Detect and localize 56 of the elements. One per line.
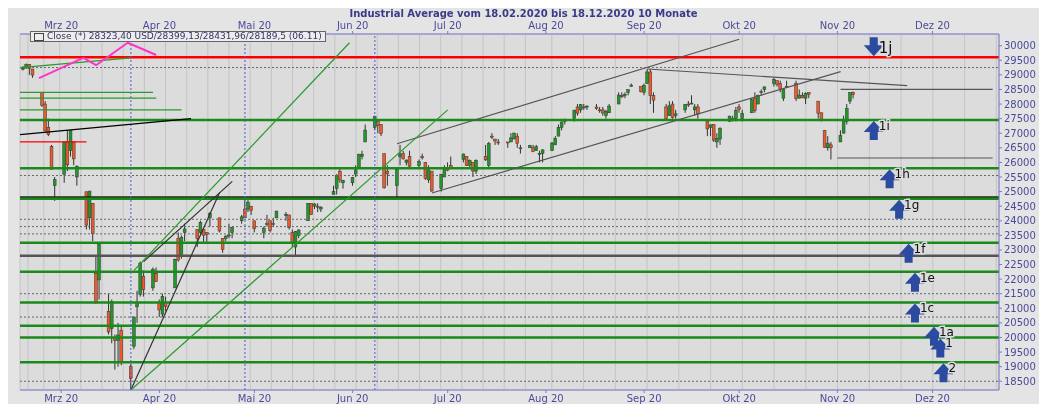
x-tick-label: Dez 20	[914, 20, 950, 31]
y-tick-label: 26000	[1004, 156, 1036, 168]
annotation: 1c	[919, 301, 935, 316]
y-tick-label: 22000	[1004, 273, 1036, 285]
y-tick-label: 21500	[1004, 288, 1036, 300]
x2-tick-label: Nov 20	[819, 393, 856, 405]
y-tick-label: 25500	[1004, 171, 1036, 183]
x-tick-label: Mai 20	[237, 20, 272, 31]
y-tick-label: 21000	[1004, 302, 1036, 314]
y-tick-label: 30000	[1004, 40, 1036, 52]
y-tick-label: 26500	[1004, 142, 1036, 154]
y-tick-label: 23500	[1004, 229, 1036, 241]
annotation: 1f	[913, 241, 927, 256]
y-tick-label: 23000	[1004, 244, 1036, 256]
x2-tick-label: Sep 20	[626, 393, 662, 405]
y-tick-label: 19000	[1004, 361, 1036, 373]
y-tick-label: 22500	[1004, 259, 1036, 271]
y-tick-label: 19500	[1004, 346, 1036, 358]
y-tick-label: 24000	[1004, 215, 1036, 227]
y-tick-label: 29000	[1004, 69, 1036, 81]
y-tick-label: 27500	[1004, 113, 1036, 125]
x-tick-label: Jun 20	[335, 20, 369, 31]
annotation: 1e	[919, 270, 935, 285]
annotation: 1	[945, 336, 953, 351]
y-tick-label: 20000	[1004, 332, 1036, 344]
annotation: 1i	[878, 119, 890, 134]
annotation: Close (*) 28323,40 USD/28399,13/28431,96/28189,5 (06.11)	[30, 31, 326, 42]
x2-tick-label: Jul 20	[432, 393, 462, 405]
y-tick-label: 20500	[1004, 317, 1036, 329]
y-tick-label: 28500	[1004, 83, 1036, 95]
annotation: 1j	[878, 39, 893, 58]
x-tick-label: Okt 20	[722, 20, 756, 31]
chart-title: Industrial Average vom 18.02.2020 bis 18.12.2020 10 Monate	[348, 8, 699, 20]
x2-tick-label: Okt 20	[722, 393, 756, 405]
x-tick-label: Sep 20	[626, 20, 662, 31]
x2-tick-label: Dez 20	[914, 393, 950, 405]
x2-tick-label: Mai 20	[237, 393, 272, 405]
annotation: 2	[948, 361, 957, 376]
annotation: 1g	[904, 197, 920, 212]
x2-tick-label: Aug 20	[528, 393, 564, 405]
y-tick-label: 27000	[1004, 127, 1036, 139]
y-tick-label: 25000	[1004, 186, 1036, 198]
y-tick-label: 28000	[1004, 98, 1036, 110]
x-tick-label: Aug 20	[528, 20, 564, 31]
x2-tick-label: Jun 20	[335, 393, 369, 405]
x-tick-label: Nov 20	[819, 20, 856, 31]
annotation: 1h	[894, 167, 910, 182]
y-tick-label: 18500	[1004, 375, 1036, 387]
x-tick-label: Mrz 20	[44, 20, 79, 31]
x-tick-label: Jul 20	[432, 20, 462, 31]
annotation: 1a	[938, 324, 954, 339]
y-tick-label: 24500	[1004, 200, 1036, 212]
x-tick-label: Apr 20	[142, 20, 177, 31]
x2-tick-label: Apr 20	[142, 393, 177, 405]
x2-tick-label: Mrz 20	[44, 393, 79, 405]
y-tick-label: 29500	[1004, 54, 1036, 66]
